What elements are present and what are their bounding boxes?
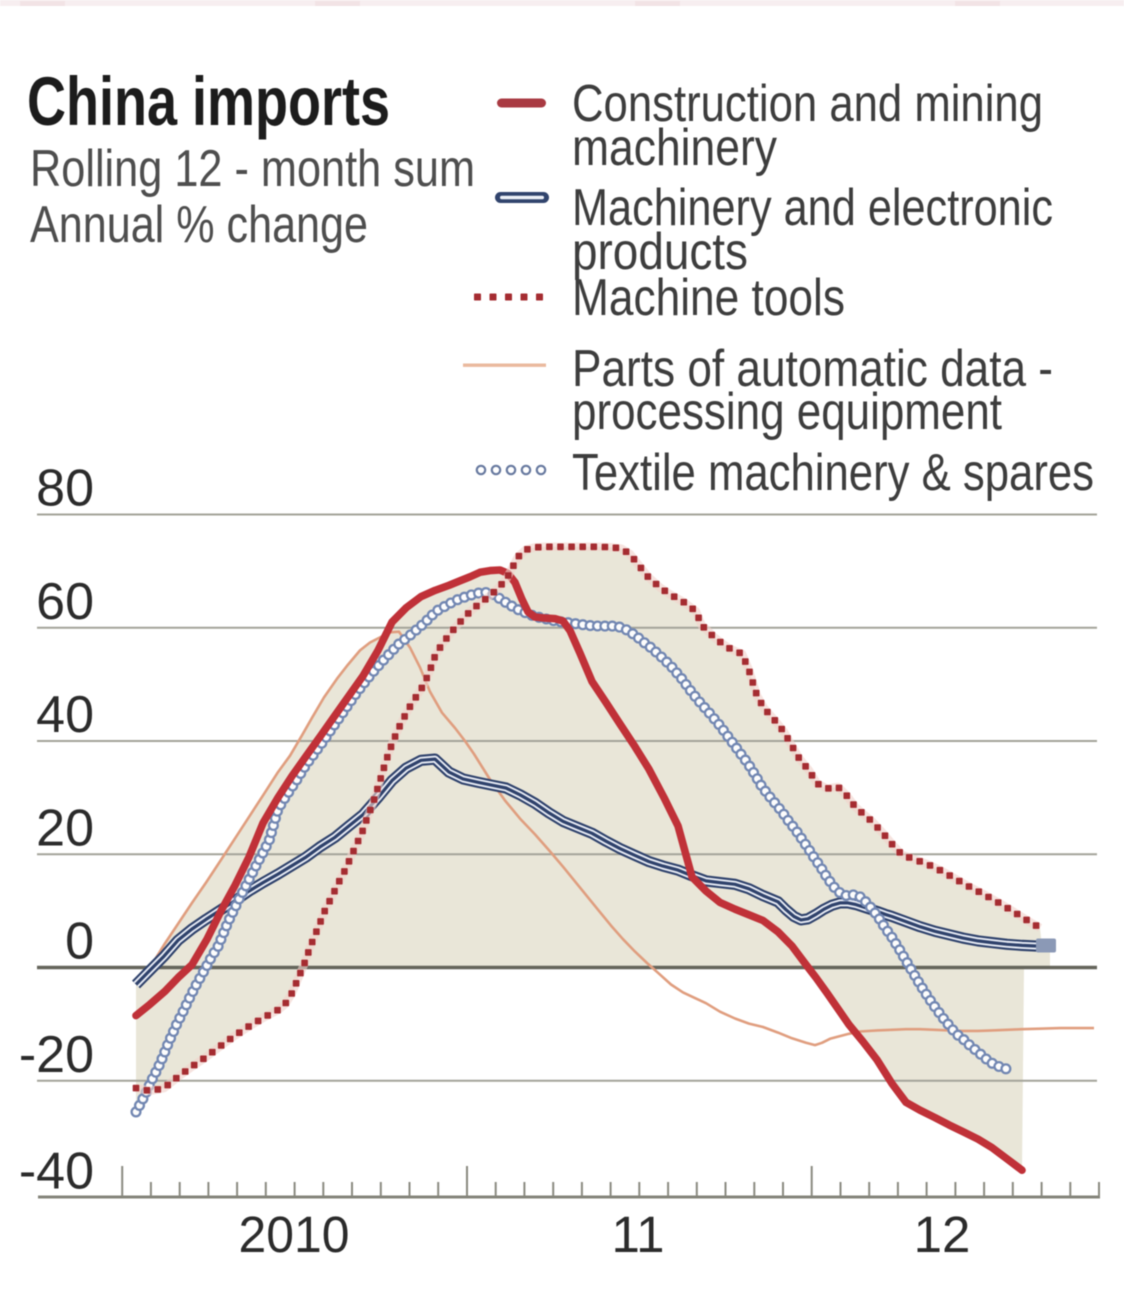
- svg-text:12: 12: [914, 1206, 971, 1263]
- svg-text:11: 11: [612, 1206, 665, 1263]
- svg-text:Rolling 12 - month sum: Rolling 12 - month sum: [30, 140, 475, 198]
- svg-text:Construction and mining: Construction and mining: [572, 75, 1043, 133]
- svg-text:60: 60: [36, 573, 94, 631]
- svg-text:40: 40: [36, 686, 94, 744]
- svg-text:processing equipment: processing equipment: [572, 383, 1002, 441]
- svg-text:20: 20: [36, 799, 94, 857]
- svg-text:China imports: China imports: [27, 63, 390, 140]
- svg-text:0: 0: [65, 913, 94, 971]
- svg-text:Textile machinery & spares: Textile machinery & spares: [572, 444, 1094, 502]
- svg-text:Machinery and electronic: Machinery and electronic: [572, 179, 1053, 237]
- svg-text:2010: 2010: [239, 1206, 350, 1263]
- svg-text:-40: -40: [19, 1143, 94, 1201]
- svg-text:80: 80: [36, 460, 94, 518]
- svg-text:machinery: machinery: [572, 119, 777, 177]
- svg-text:products: products: [572, 223, 748, 281]
- svg-text:-20: -20: [19, 1026, 94, 1084]
- svg-text:Parts of automatic data -: Parts of automatic data -: [572, 340, 1053, 398]
- svg-text:Machine tools: Machine tools: [572, 269, 845, 327]
- svg-text:Annual % change: Annual % change: [30, 196, 368, 254]
